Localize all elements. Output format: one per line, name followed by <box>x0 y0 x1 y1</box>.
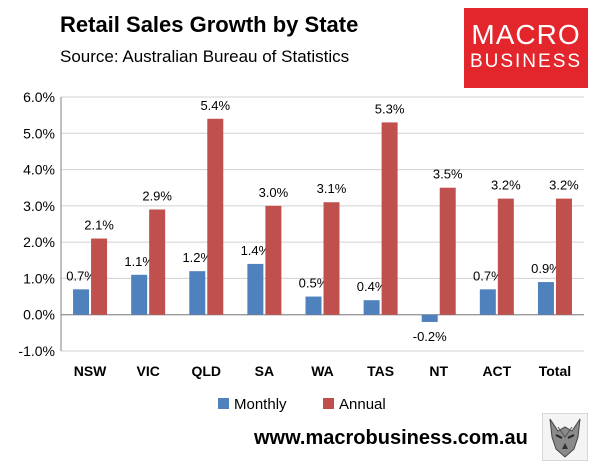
data-label: 3.2% <box>549 178 579 193</box>
y-tick-label: 0.0% <box>23 307 55 323</box>
macrobusiness-logo: MACRO BUSINESS <box>464 8 588 88</box>
x-tick-label: TAS <box>367 363 394 379</box>
chart-subtitle: Source: Australian Bureau of Statistics <box>60 47 350 66</box>
bar-monthly <box>363 300 380 315</box>
logo-line-2: BUSINESS <box>469 51 583 72</box>
bar-annual <box>91 238 108 315</box>
data-label: 0.7% <box>66 268 96 283</box>
bar-annual <box>149 209 166 315</box>
bar-monthly <box>189 271 206 315</box>
data-label: 1.1% <box>124 254 154 269</box>
data-label: 3.5% <box>433 167 463 182</box>
legend-label-annual: Annual <box>339 396 386 413</box>
chart-title: Retail Sales Growth by State <box>60 12 359 37</box>
data-label: 5.4% <box>200 98 230 113</box>
data-label: 1.2% <box>182 250 212 265</box>
x-tick-label: ACT <box>482 363 511 379</box>
data-label: 3.1% <box>317 181 347 196</box>
data-label: 2.9% <box>142 188 172 203</box>
x-tick-label: QLD <box>191 363 221 379</box>
bar-monthly <box>305 296 322 315</box>
bar-monthly <box>479 289 496 315</box>
data-label: 0.9% <box>531 261 561 276</box>
bar-annual <box>439 187 456 315</box>
data-label: 0.4% <box>357 279 387 294</box>
bar-monthly <box>247 263 264 315</box>
y-tick-label: -1.0% <box>18 343 55 359</box>
y-tick-label: 4.0% <box>23 162 55 178</box>
data-label: 0.7% <box>473 268 503 283</box>
logo-line-1: MACRO <box>471 19 581 50</box>
data-label: 3.2% <box>491 178 521 193</box>
x-tick-label: Total <box>539 363 571 379</box>
x-tick-label: WA <box>311 363 334 379</box>
data-label: 3.0% <box>259 185 289 200</box>
y-tick-label: 5.0% <box>23 125 55 141</box>
bar-annual <box>381 122 398 315</box>
bar-monthly <box>421 314 438 322</box>
bar-monthly <box>131 274 148 315</box>
legend-swatch-monthly <box>218 398 229 409</box>
x-tick-label: NT <box>429 363 448 379</box>
data-label: 5.3% <box>375 101 405 116</box>
x-tick-label: VIC <box>136 363 159 379</box>
y-tick-label: 3.0% <box>23 198 55 214</box>
y-tick-label: 2.0% <box>23 234 55 250</box>
bar-annual <box>323 202 340 315</box>
bar-monthly <box>73 289 90 315</box>
bar-annual <box>497 198 514 315</box>
data-label: -0.2% <box>413 329 447 344</box>
bar-annual <box>555 198 572 315</box>
wolf-icon <box>542 413 588 461</box>
website-url: www.macrobusiness.com.au <box>254 427 528 449</box>
y-tick-label: 6.0% <box>23 89 55 105</box>
bar-monthly <box>537 282 554 315</box>
bar-annual <box>265 205 282 315</box>
bar-annual <box>207 118 224 315</box>
x-tick-label: SA <box>255 363 274 379</box>
data-label: 2.1% <box>84 218 114 233</box>
legend-label-monthly: Monthly <box>234 396 287 413</box>
x-tick-label: NSW <box>74 363 107 379</box>
data-label: 0.5% <box>299 276 329 291</box>
legend-swatch-annual <box>323 398 334 409</box>
data-label: 1.4% <box>241 243 271 258</box>
y-tick-label: 1.0% <box>23 270 55 286</box>
